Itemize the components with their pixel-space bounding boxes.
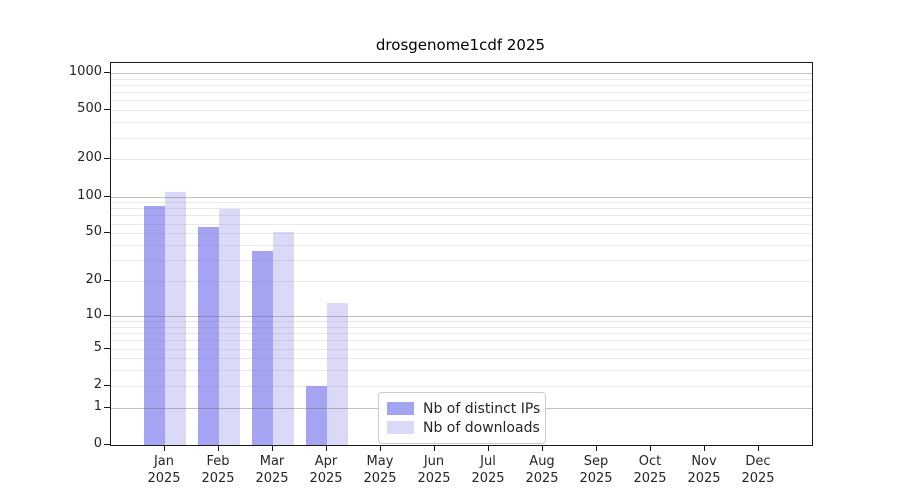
y-tick-label: 2 — [93, 376, 102, 392]
x-tick-label: Mar 2025 — [255, 454, 289, 486]
y-tick-label: 1000 — [68, 63, 102, 79]
x-tick-label: Aug 2025 — [525, 454, 559, 486]
x-tick-mark — [758, 445, 759, 451]
y-tick-mark — [104, 280, 110, 281]
x-tick-mark — [326, 445, 327, 451]
y-tick-label: 200 — [77, 150, 102, 166]
x-tick-mark — [704, 445, 705, 451]
x-tick-label: Nov 2025 — [687, 454, 721, 486]
bars-layer — [111, 63, 812, 445]
legend-swatch-downloads-icon — [387, 421, 414, 434]
x-tick-mark — [542, 445, 543, 451]
x-tick-mark — [380, 445, 381, 451]
y-tick-label: 500 — [77, 101, 102, 117]
bar-downloads — [165, 192, 186, 445]
x-tick-mark — [488, 445, 489, 451]
x-tick-mark — [650, 445, 651, 451]
x-tick-label: May 2025 — [363, 454, 397, 486]
x-tick-label: Sep 2025 — [579, 454, 613, 486]
plot-area: Nb of distinct IPs Nb of downloads — [110, 62, 813, 446]
y-tick-label: 100 — [77, 187, 102, 203]
y-tick-label: 10 — [85, 306, 102, 322]
legend-swatch-distinct-ips-icon — [387, 402, 414, 415]
bar-downloads — [219, 209, 240, 445]
y-tick-mark — [104, 347, 110, 349]
legend-item-distinct-ips: Nb of distinct IPs — [387, 399, 541, 418]
y-tick-mark — [104, 232, 110, 234]
y-tick-mark — [104, 158, 110, 160]
x-tick-label: Oct 2025 — [633, 454, 667, 486]
y-tick-mark — [104, 406, 110, 408]
y-tick-mark — [104, 444, 110, 445]
x-tick-mark — [434, 445, 435, 451]
y-tick-mark — [104, 109, 110, 111]
y-tick-mark — [104, 314, 110, 316]
y-tick-label: 0 — [93, 436, 102, 451]
y-tick-mark — [104, 71, 110, 73]
bar-distinct-ips — [198, 227, 219, 445]
x-tick-label: Apr 2025 — [309, 454, 343, 486]
legend-label-downloads: Nb of downloads — [423, 419, 540, 436]
x-tick-label: Jul 2025 — [471, 454, 505, 486]
bar-distinct-ips — [144, 206, 165, 445]
x-tick-mark — [218, 445, 219, 451]
y-tick-label: 5 — [93, 339, 102, 355]
chart-title: drosgenome1cdf 2025 — [375, 36, 546, 54]
bar-distinct-ips — [252, 250, 273, 445]
y-tick-label: 20 — [85, 272, 102, 287]
bar-downloads — [273, 232, 294, 445]
y-tick-label: 1 — [93, 398, 102, 414]
legend: Nb of distinct IPs Nb of downloads — [378, 392, 546, 444]
x-tick-label: Jan 2025 — [147, 454, 181, 486]
y-tick-mark — [104, 195, 110, 197]
x-tick-mark — [164, 445, 165, 451]
bar-downloads — [327, 302, 348, 445]
x-tick-label: Dec 2025 — [741, 454, 775, 486]
bar-distinct-ips — [306, 385, 327, 445]
x-tick-mark — [596, 445, 597, 451]
x-tick-label: Feb 2025 — [201, 454, 235, 486]
legend-item-downloads: Nb of downloads — [387, 418, 540, 437]
y-tick-label: 50 — [85, 224, 102, 240]
x-tick-mark — [272, 445, 273, 451]
legend-label-distinct-ips: Nb of distinct IPs — [423, 400, 541, 417]
x-tick-label: Jun 2025 — [417, 454, 451, 486]
y-tick-mark — [104, 384, 110, 386]
